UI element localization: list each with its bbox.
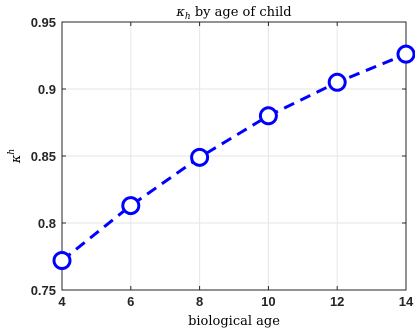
data-point <box>396 44 415 64</box>
ticks: 4 6 8 10 12 14 0.75 0.8 0.85 0.9 0.95 <box>31 15 414 309</box>
y-tick-label: 0.75 <box>31 283 56 298</box>
data-point <box>121 196 141 216</box>
x-tick-label: 4 <box>58 294 66 309</box>
x-tick-label: 14 <box>399 294 414 309</box>
series-layer <box>52 44 415 271</box>
y-tick-label: 0.95 <box>31 15 56 30</box>
x-tick-label: 10 <box>261 294 275 309</box>
y-tick-label: 0.85 <box>31 149 56 164</box>
x-tick-label: 6 <box>127 294 134 309</box>
y-tick-label: 0.9 <box>38 82 56 97</box>
data-point <box>190 147 210 167</box>
y-axis-label: κh <box>7 149 24 164</box>
series-line <box>61 52 407 262</box>
x-axis-label: biological age <box>188 314 280 329</box>
chart-title: κh by age of child <box>175 5 291 22</box>
data-point <box>327 72 347 92</box>
x-tick-label: 12 <box>330 294 344 309</box>
x-tick-label: 8 <box>196 294 203 309</box>
data-point <box>258 106 278 126</box>
y-tick-label: 0.8 <box>38 216 56 231</box>
data-point <box>52 251 72 271</box>
